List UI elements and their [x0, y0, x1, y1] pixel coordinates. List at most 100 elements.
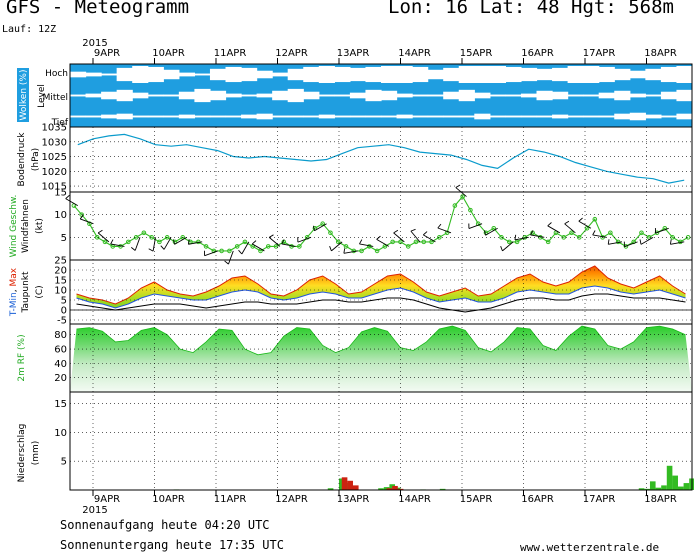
cloud-gap	[676, 114, 692, 120]
cloud-gap	[661, 116, 677, 118]
cloud-gap	[257, 94, 273, 98]
precip-bar	[661, 485, 667, 490]
wind-barb-flag	[377, 236, 381, 239]
precip-unit-label: (mm)	[31, 441, 41, 466]
wind-barb-flag	[225, 261, 229, 264]
wind-tick-label: 10	[54, 210, 67, 221]
bottom-day-label: 16APR	[521, 494, 554, 505]
cloud-gap	[443, 68, 459, 81]
cloud-gap	[428, 95, 444, 97]
temp-label-part: Min	[9, 292, 19, 308]
cloud-gap	[583, 95, 599, 97]
cloud-gap	[241, 115, 257, 119]
pressure-tick-label: 1025	[42, 152, 67, 163]
site-url: www.wetterzentrale.de	[520, 541, 659, 554]
precip-tick-label: 15	[54, 399, 67, 410]
cloud-panel-label: Wolken (%)	[19, 70, 29, 121]
cloud-gap	[505, 95, 521, 97]
temp-label-part: T-	[9, 308, 19, 317]
wind-tick-label: 15	[54, 188, 67, 199]
temp-range-area	[77, 266, 686, 308]
cloud-gap	[288, 89, 304, 102]
wind-barb-flag	[640, 239, 641, 244]
cloud-gap	[101, 92, 117, 100]
cloud-gap	[552, 115, 568, 119]
cloud-gap	[474, 114, 490, 120]
cloud-gap	[86, 94, 102, 98]
cloud-gap	[257, 71, 273, 79]
wind-barb-flag	[501, 246, 503, 251]
cloud-gap	[132, 116, 148, 118]
wind-barb-flag	[579, 218, 583, 221]
cloud-gap	[319, 95, 335, 97]
cloud-gap	[70, 95, 86, 97]
cloud-gap	[365, 116, 381, 118]
top-day-label: 18APR	[644, 48, 677, 59]
precip-bar	[650, 481, 656, 490]
cloud-gap	[70, 72, 86, 78]
temp-panel-label2: Taupunkt	[21, 271, 31, 314]
cloud-gap	[397, 115, 413, 119]
cloud-gap	[365, 90, 381, 101]
wind-barb-flag	[330, 246, 332, 251]
cloud-gap	[459, 66, 475, 83]
sunset-text: Sonnenuntergang heute 17:35 UTC	[60, 538, 284, 552]
wind-barb-flag	[394, 230, 398, 233]
precip-bar	[684, 483, 690, 490]
bottom-day-label: 13APR	[337, 494, 370, 505]
bottom-day-label: 9APR	[94, 494, 120, 505]
top-day-label: 16APR	[521, 48, 554, 59]
cloud-gap	[521, 68, 537, 81]
cloud-gap	[86, 73, 102, 77]
cloud-gap	[505, 116, 521, 118]
top-day-label: 10APR	[152, 48, 185, 59]
precip-bar-red	[342, 477, 348, 490]
cloud-gap	[490, 95, 506, 97]
bottom-day-label: 18APR	[644, 494, 677, 505]
wind-barb-flag	[593, 231, 595, 235]
temp-tick-label: 5	[61, 296, 67, 307]
cloud-gap	[319, 66, 335, 83]
temp-unit-label: (C)	[35, 285, 45, 298]
cloud-gap	[226, 67, 242, 82]
cloud-gap	[210, 116, 226, 118]
cloud-gap	[645, 115, 661, 119]
wind-barb	[377, 239, 389, 246]
cloud-gap	[552, 68, 568, 81]
cloud-gap	[101, 115, 117, 119]
wind-panel-label2: Windfahnen	[21, 199, 31, 253]
cloud-gap	[676, 90, 692, 101]
cloud-gap	[288, 116, 304, 118]
cloud-gap	[226, 94, 242, 98]
cloud-gap	[179, 73, 195, 77]
cloud-gap	[599, 93, 615, 99]
cloud-gap	[148, 116, 164, 118]
temp-label-part: Max	[9, 267, 19, 286]
cloud-gap	[505, 67, 521, 82]
cloud-level-hoch: Hoch	[45, 69, 68, 79]
cloud-gap	[257, 114, 273, 120]
cloud-gap	[521, 116, 537, 118]
wind-barb-flag	[608, 239, 609, 244]
wind-barb-flag	[131, 247, 135, 250]
wind-barb	[298, 237, 311, 242]
pressure-line	[78, 134, 684, 183]
cloud-gap	[381, 116, 397, 118]
wind-barb-flag	[548, 223, 552, 226]
precip-bar-red	[347, 481, 353, 490]
cloud-gap	[272, 73, 288, 77]
rh-panel-label: 2m RF (%)	[17, 334, 27, 381]
wind-barb-flag	[565, 221, 569, 224]
pressure-panel-label: Bodendruck	[17, 132, 27, 187]
cloud-gap	[474, 66, 490, 83]
cloud-gap	[614, 114, 630, 120]
wind-barb-flag	[423, 232, 427, 235]
rh-tick-label: 80	[54, 330, 67, 341]
cloud-gap	[288, 69, 304, 80]
cloud-gap	[117, 68, 133, 81]
pressure-tick-label: 1020	[42, 167, 67, 178]
cloud-gap	[381, 66, 397, 83]
pressure-tick-label: 1030	[42, 137, 67, 148]
cloud-gap	[365, 67, 381, 82]
